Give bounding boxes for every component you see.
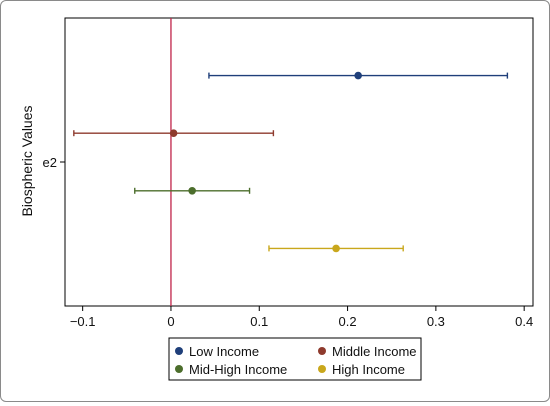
- legend-label: Mid-High Income: [189, 362, 287, 377]
- legend-marker: [175, 347, 183, 355]
- point-estimate: [332, 244, 340, 253]
- series-high-income: [268, 244, 404, 253]
- legend-box: [168, 337, 422, 381]
- legend-label: Low Income: [189, 344, 259, 359]
- y-tick-label: e2: [43, 155, 57, 170]
- point-estimate: [188, 187, 196, 195]
- legend-marker: [175, 365, 183, 373]
- legend-item-high-income: High Income: [318, 362, 405, 377]
- plot-area: [64, 17, 534, 307]
- series-low-income: [208, 71, 509, 80]
- x-tick-label: 0: [167, 314, 174, 329]
- legend-label: Middle Income: [332, 344, 417, 359]
- point-estimate: [354, 71, 362, 80]
- x-tick-label: 0.4: [515, 314, 533, 329]
- series-middle-income: [73, 129, 275, 137]
- legend-item-middle-income: Middle Income: [318, 344, 417, 359]
- legend-marker: [318, 365, 326, 373]
- y-axis-label: Biospheric Values: [19, 105, 35, 216]
- legend-item-low-income: Low Income: [175, 344, 259, 359]
- x-tick-label: 0.2: [339, 314, 357, 329]
- legend-marker: [318, 347, 326, 355]
- legend-item-mid-high-income: Mid-High Income: [175, 362, 287, 377]
- x-axis: −0.1 0 0.1 0.2 0.3 0.4: [70, 306, 533, 329]
- y-axis: e2: [43, 155, 65, 170]
- legend: Low Income Middle Income Mid-High Income Hi…: [168, 337, 422, 381]
- legend-label: High Income: [332, 362, 405, 377]
- x-tick-label: −0.1: [70, 314, 96, 329]
- point-estimate: [169, 129, 178, 137]
- x-tick-label: 0.1: [250, 314, 268, 329]
- series-layer: [73, 71, 509, 253]
- x-tick-label: 0.3: [427, 314, 445, 329]
- series-mid-high-income: [134, 187, 251, 195]
